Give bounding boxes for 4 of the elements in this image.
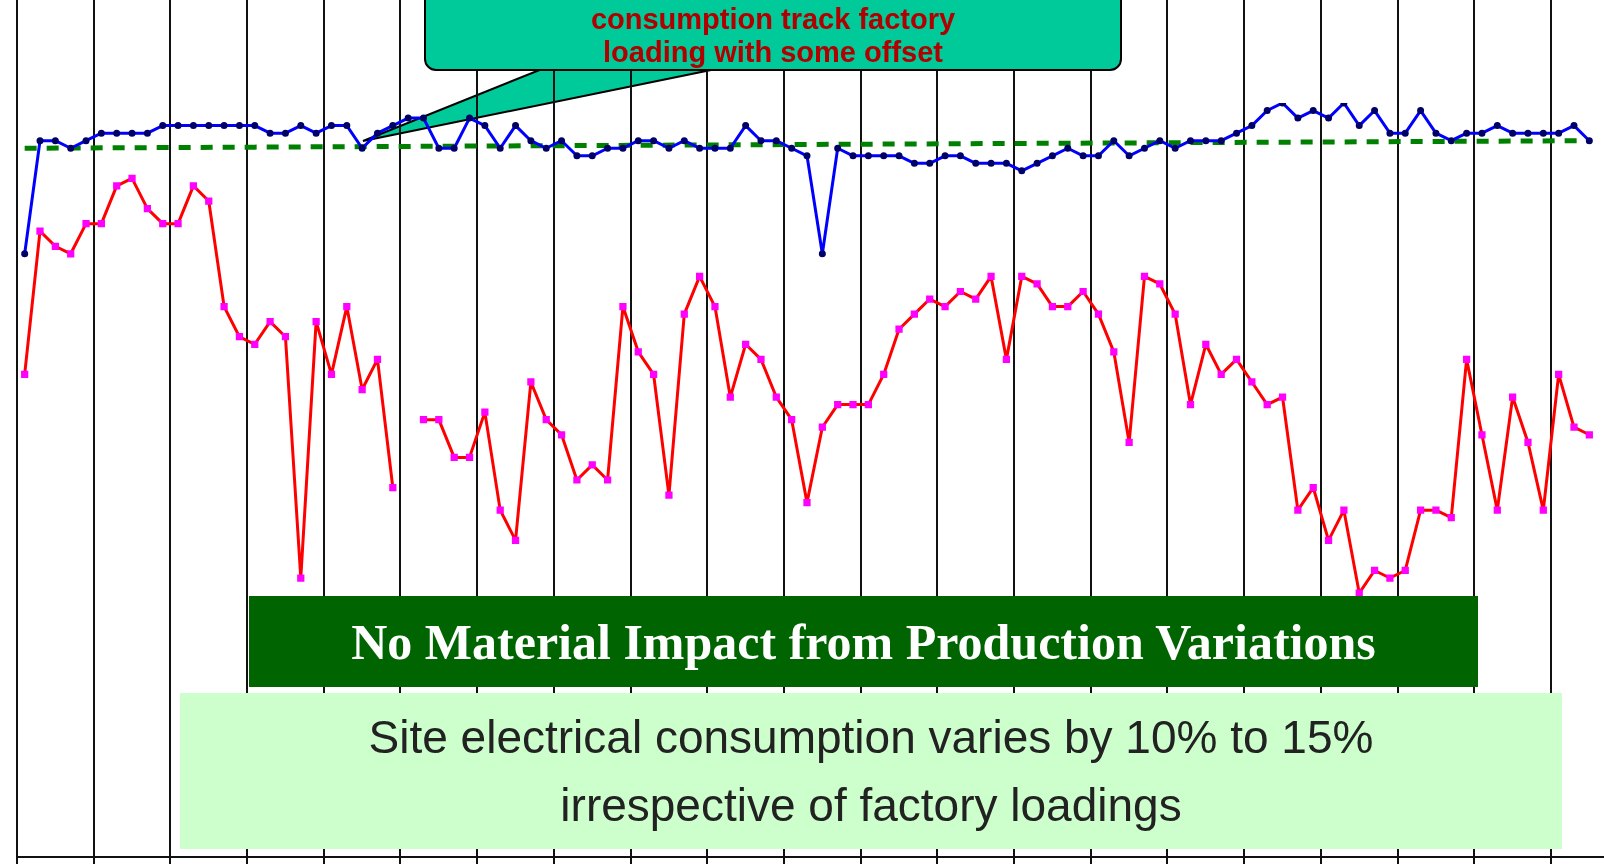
- text-panel: Site electrical consumption varies by 10% to 15% irrespective of factory loadings: [180, 693, 1562, 849]
- text-banner: No Material Impact from Production Variations: [249, 596, 1478, 687]
- annotation: Site electrical consumption varies by 10% to 15% irrespective of factory loadings: [367, 710, 1375, 833]
- speech-bubble: consumption track factory loading with some offset: [424, 0, 1122, 71]
